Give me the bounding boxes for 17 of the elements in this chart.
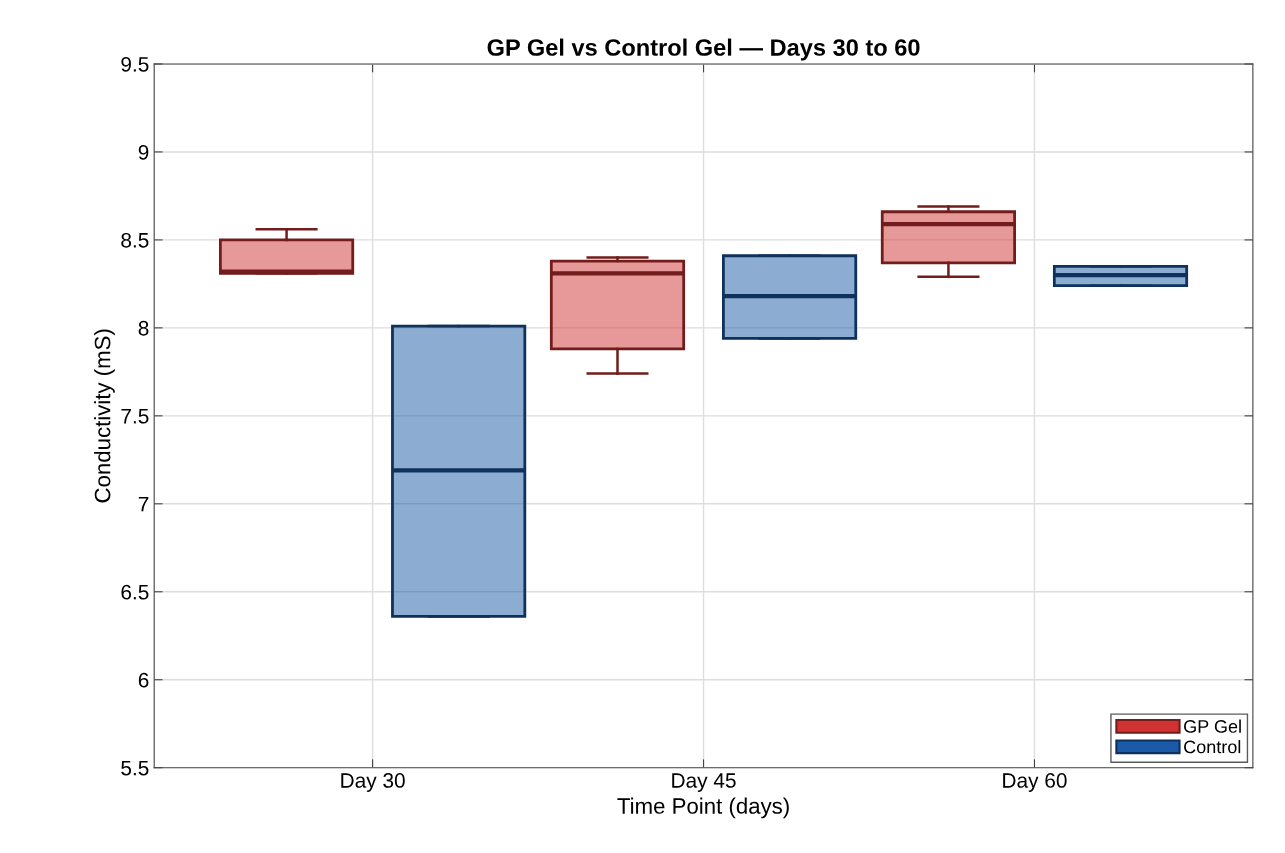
y-axis-title: Conductivity (mS) (94, 329, 115, 503)
y-tick-label: 6 (138, 672, 149, 688)
chart-title: GP Gel vs Control Gel — Days 30 to 60 (487, 38, 920, 61)
x-tick-label: Day 45 (672, 773, 736, 792)
y-tick-label: 9 (138, 144, 149, 160)
y-tick-label: 6.5 (121, 584, 149, 600)
x-axis-title: Time Point (days) (617, 797, 789, 819)
y-tick-label: 8.5 (121, 232, 149, 248)
x-tick-label: Day 30 (341, 773, 405, 792)
x-tick-label: Day 60 (1003, 773, 1067, 792)
y-tick-label: 5.5 (121, 760, 149, 776)
legend-label: Control (1184, 740, 1241, 754)
y-tick-label: 8 (138, 320, 149, 336)
legend-label: GP Gel (1184, 719, 1241, 733)
y-tick-label: 9.5 (121, 56, 149, 72)
y-tick-label: 7 (138, 497, 149, 512)
y-tick-label: 7.5 (121, 409, 149, 424)
